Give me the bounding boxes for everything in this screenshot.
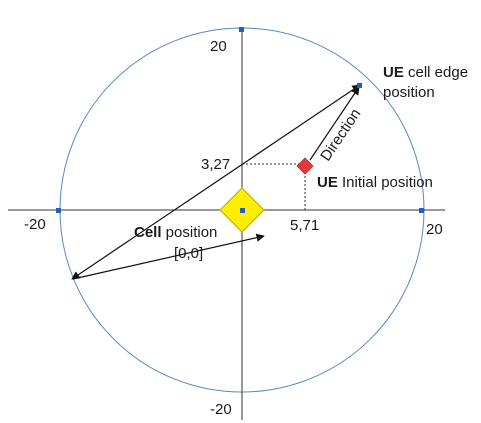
ue-edge-bold: UE	[383, 64, 404, 81]
ue-x-value: 5,71	[290, 217, 319, 234]
ue-y-value: 3,27	[201, 156, 230, 173]
direction-arrow	[309, 86, 360, 161]
axis-point-icon	[239, 27, 244, 32]
cell-position-label: Cell position	[134, 224, 217, 241]
cell-coords-label: [0,0]	[174, 245, 203, 262]
ue-diamond-icon	[296, 157, 314, 175]
axis-point-icon	[357, 83, 362, 88]
ue-initial-bold: UE	[317, 174, 338, 191]
ue-edge-position-label: UE cell edge	[383, 64, 468, 81]
cell-bold: Cell	[134, 224, 162, 241]
axis-point-icon	[419, 208, 424, 213]
cell-rest: position	[162, 224, 218, 241]
y-min-label: -20	[210, 401, 232, 418]
ue-initial-rest: Initial position	[338, 174, 433, 191]
diameter-arrow	[71, 84, 361, 280]
radius-arrow	[72, 233, 265, 280]
x-min-label: -20	[24, 216, 46, 233]
y-max-label: 20	[210, 38, 227, 55]
ue-edge-position-line2: position	[383, 84, 435, 101]
axis-point-icon	[56, 208, 61, 213]
x-max-label: 20	[426, 221, 443, 238]
ue-initial-position-label: UE Initial position	[317, 174, 433, 191]
ue-edge-rest: cell edge	[404, 64, 468, 81]
axis-point-icon	[240, 208, 245, 213]
